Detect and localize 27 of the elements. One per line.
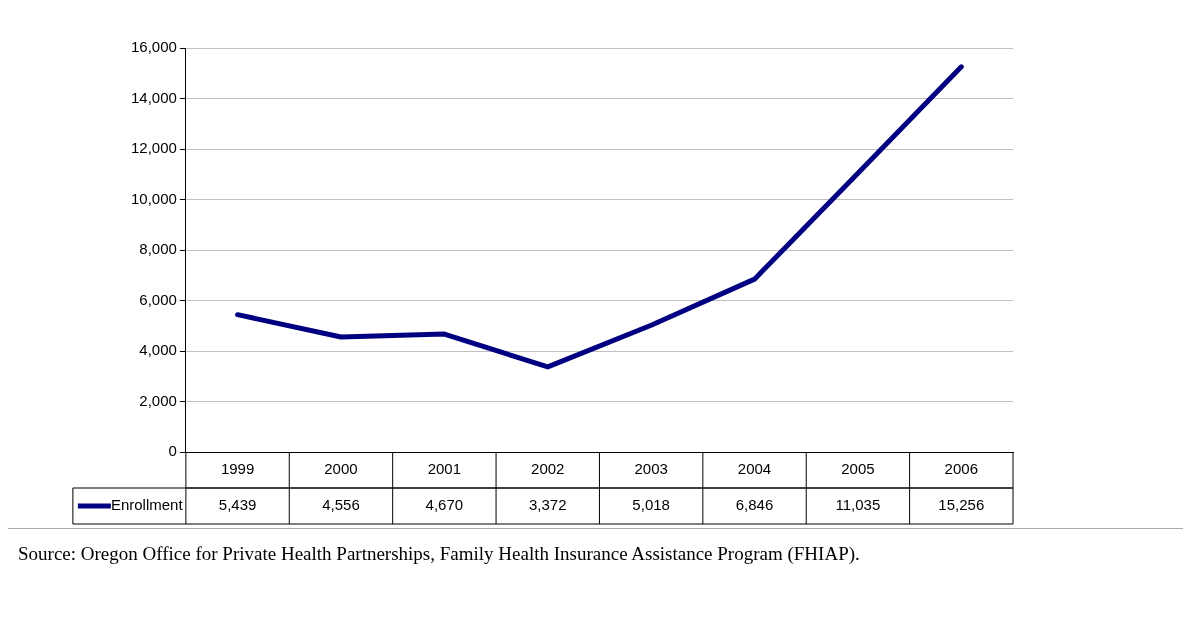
x-tick-label: 2000 — [324, 460, 358, 478]
x-tick-label: 2004 — [737, 460, 772, 478]
x-tick-label: 2006 — [944, 460, 978, 478]
x-tick-label: 2003 — [634, 460, 668, 478]
y-tick-label: 2,000 — [139, 391, 177, 409]
y-tick-label: 14,000 — [130, 88, 177, 106]
y-tick-label: 4,000 — [139, 341, 177, 359]
x-tick-label: 1999 — [220, 460, 255, 478]
data-label: 5,439 — [218, 496, 257, 514]
x-tick-label: 2002 — [531, 460, 565, 478]
y-tick-label: 8,000 — [139, 240, 177, 258]
y-tick-label: 0 — [168, 442, 177, 460]
legend-label: Enrollment — [110, 496, 184, 514]
x-tick-label: 2001 — [427, 460, 462, 478]
x-tick-label: 2005 — [841, 460, 875, 478]
data-label: 5,018 — [632, 496, 670, 514]
data-label: 6,846 — [735, 496, 774, 514]
data-label: 3,372 — [528, 496, 567, 514]
y-tick-label: 12,000 — [130, 139, 177, 157]
data-label: 4,670 — [425, 496, 464, 514]
y-tick-label: 10,000 — [130, 189, 177, 207]
y-tick-label: 6,000 — [139, 290, 177, 308]
y-tick-label: 16,000 — [130, 38, 177, 56]
data-label: 11,035 — [835, 496, 881, 514]
source-note: Source: Oregon Office for Private Health Partnerships, Family Health Insurance Assistance Program (FHIAP). — [18, 542, 861, 566]
data-label: 15,256 — [938, 496, 985, 514]
data-label: 4,556 — [322, 496, 360, 514]
